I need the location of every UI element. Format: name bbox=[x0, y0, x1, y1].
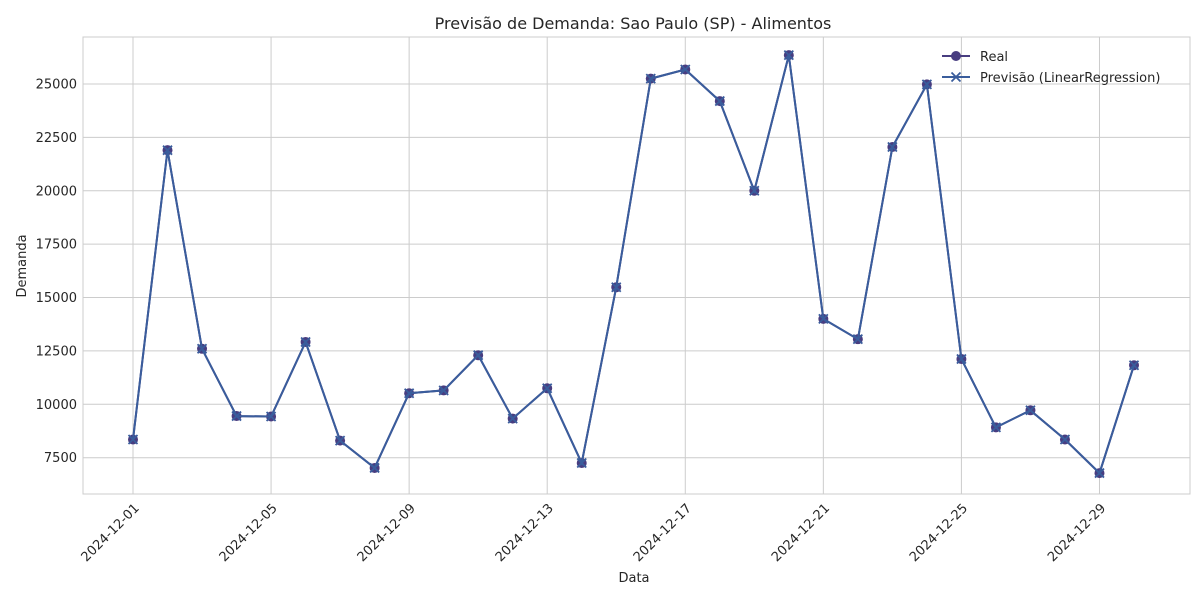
x-tick-label: 2024-12-13 bbox=[493, 501, 557, 565]
x-tick-label: 2024-12-05 bbox=[217, 501, 281, 565]
series-line-0 bbox=[132, 54, 1135, 475]
data-point-forecast bbox=[783, 50, 794, 61]
x-tick-label: 2024-12-09 bbox=[355, 501, 419, 565]
data-point-forecast bbox=[542, 383, 553, 394]
x-tick-label: 2024-12-17 bbox=[631, 501, 695, 565]
data-point-forecast bbox=[334, 435, 346, 446]
data-point-forecast bbox=[749, 185, 760, 196]
data-point-forecast bbox=[956, 353, 967, 365]
data-point-forecast bbox=[1094, 467, 1105, 479]
x-tick-label: 2024-12-01 bbox=[79, 501, 143, 565]
data-point-forecast bbox=[196, 343, 208, 354]
legend-real-marker bbox=[951, 51, 961, 61]
x-tick-label: 2024-12-25 bbox=[907, 501, 971, 565]
y-tick-label: 15000 bbox=[36, 291, 77, 306]
data-point-forecast bbox=[611, 282, 622, 293]
y-tick-label: 22500 bbox=[36, 131, 77, 146]
x-axis-ticks: 2024-12-01 2024-12-05 2024-12-09 2024-12-13… bbox=[79, 501, 1110, 565]
series-layer bbox=[127, 50, 1140, 479]
data-point-forecast bbox=[714, 95, 725, 107]
y-axis-label: Demanda bbox=[15, 234, 30, 297]
data-point-forecast bbox=[576, 457, 587, 469]
y-tick-label: 12500 bbox=[36, 344, 77, 359]
y-axis-ticks: 7500 10000 12500 15000 17500 20000 22500 25000 bbox=[36, 77, 77, 466]
data-point-forecast bbox=[1025, 405, 1036, 416]
series-line-1 bbox=[132, 54, 1135, 475]
data-point-forecast bbox=[438, 385, 449, 396]
data-point-forecast bbox=[127, 434, 139, 445]
x-axis-label: Data bbox=[618, 571, 649, 586]
y-tick-label: 20000 bbox=[36, 184, 77, 199]
data-point-forecast bbox=[645, 73, 656, 84]
data-point-forecast bbox=[369, 462, 380, 474]
grid bbox=[83, 37, 1190, 494]
x-tick-label: 2024-12-29 bbox=[1045, 501, 1109, 565]
y-tick-label: 17500 bbox=[36, 238, 77, 253]
x-tick-label: 2024-12-21 bbox=[769, 501, 833, 565]
data-point-forecast bbox=[507, 413, 518, 424]
legend: Real Previsão (LinearRegression) bbox=[942, 50, 1160, 86]
data-point-forecast bbox=[680, 64, 691, 75]
data-point-forecast bbox=[887, 141, 898, 153]
plot-area bbox=[82, 36, 1191, 495]
y-tick-label: 7500 bbox=[44, 451, 77, 466]
legend-real-label: Real bbox=[980, 50, 1008, 65]
data-point-forecast bbox=[300, 336, 311, 348]
data-point-forecast bbox=[473, 350, 484, 361]
y-tick-label: 10000 bbox=[36, 398, 77, 413]
data-point-forecast bbox=[162, 145, 173, 156]
data-point-forecast bbox=[990, 422, 1002, 433]
data-point-forecast bbox=[921, 79, 933, 90]
y-tick-label: 25000 bbox=[36, 77, 77, 92]
data-point-forecast bbox=[818, 313, 829, 325]
data-point-forecast bbox=[265, 411, 277, 422]
data-point-forecast bbox=[1128, 360, 1140, 371]
data-point-forecast bbox=[1059, 434, 1071, 445]
data-point-forecast bbox=[404, 388, 415, 399]
chart-title: Previsão de Demanda: Sao Paulo (SP) - Al… bbox=[435, 14, 832, 33]
legend-forecast-marker bbox=[950, 71, 962, 83]
legend-forecast-label: Previsão (LinearRegression) bbox=[980, 71, 1160, 86]
data-point-forecast bbox=[852, 334, 863, 345]
data-point-forecast bbox=[231, 410, 242, 422]
